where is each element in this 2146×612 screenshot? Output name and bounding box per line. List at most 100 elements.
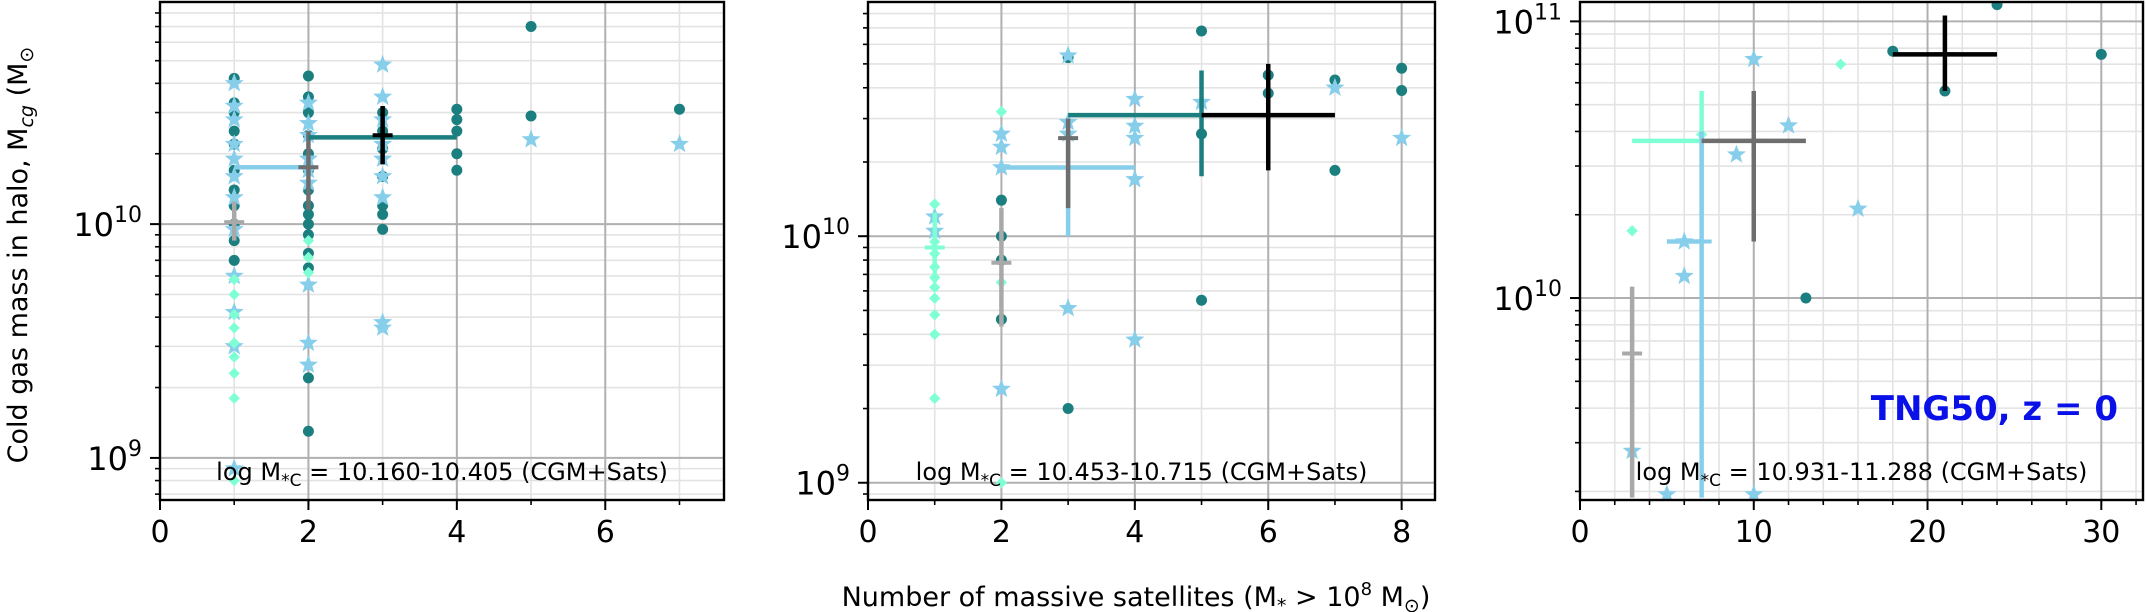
- sats-point: [521, 129, 541, 148]
- sats-point: [224, 148, 244, 167]
- low-mass-point: [1626, 225, 1638, 237]
- low-mass-point: [302, 234, 315, 247]
- sats-point: [298, 354, 318, 373]
- cgm-point: [302, 218, 314, 230]
- sats-point: [1325, 77, 1345, 96]
- y-tick-label: 1011: [1493, 0, 1562, 41]
- y-axis-title: Cold gas mass in halo, Mcg (M⊙: [3, 47, 38, 464]
- x-tick-label: 0: [150, 515, 169, 550]
- sats-point: [1674, 266, 1694, 285]
- cgm-point: [1062, 403, 1074, 415]
- sats-point: [224, 96, 244, 115]
- low-mass-point: [228, 474, 240, 487]
- grid: [160, 2, 724, 500]
- axes-frame: [1578, 0, 2145, 502]
- low-mass-point: [929, 281, 941, 294]
- cgm-point: [1800, 292, 1812, 304]
- sats-point: [1726, 144, 1746, 163]
- sats-point: [1058, 45, 1078, 64]
- sats-point: [373, 187, 393, 206]
- cgm-point: [1196, 294, 1208, 306]
- grid: [868, 2, 1435, 500]
- axes-frame: [158, 0, 726, 502]
- low-mass-point: [929, 198, 941, 210]
- cgm-point: [1991, 2, 2003, 11]
- sats-point: [1744, 49, 1764, 68]
- grid: [1580, 2, 2143, 500]
- low-mass-point: [929, 292, 941, 304]
- low-mass-point: [228, 367, 240, 379]
- y-ticks: 109 1010: [781, 12, 868, 503]
- x-ticks: 0 10 20 30: [1570, 500, 2137, 550]
- cgm-point: [2095, 48, 2107, 60]
- panel-left: 0 2 4 6 109 1010 log M*C = 10.160-10.405 (CGM+…: [73, 0, 726, 550]
- sats-point: [298, 274, 318, 293]
- sats-point: [373, 317, 393, 336]
- sats-point: [224, 166, 244, 185]
- sats-point: [991, 123, 1011, 142]
- x-ticks: 0 2 4 6 8: [858, 500, 1411, 550]
- sats-point: [991, 137, 1011, 156]
- cgm-point: [451, 148, 463, 160]
- x-tick-label: 30: [2082, 515, 2120, 550]
- cgm-point: [228, 125, 240, 137]
- panel-middle: 0 2 4 6 8 109 1010 log M*C = 10.453-10.715 (CGM…: [781, 0, 1437, 550]
- y-tick-label: 109: [87, 437, 142, 478]
- low-mass-point: [228, 337, 240, 349]
- low-mass-point: [302, 266, 315, 279]
- x-tick-label: 0: [1570, 515, 1589, 550]
- cgm-point: [302, 208, 314, 220]
- simulation-label: TNG50, z = 0: [1871, 389, 2118, 429]
- x-tick-label: 4: [447, 515, 466, 550]
- low-mass-point: [1834, 58, 1847, 70]
- sats-point: [373, 86, 393, 105]
- cgm-point: [451, 164, 463, 176]
- bin-annotation: log M*C = 10.160-10.405 (CGM+Sats): [216, 458, 668, 491]
- sats-point: [1125, 128, 1145, 147]
- y-tick-label: 109: [795, 462, 850, 503]
- sats-point: [224, 187, 244, 206]
- sats-point: [224, 73, 244, 92]
- sats-point: [373, 166, 393, 185]
- sats-point: [1392, 128, 1412, 147]
- y-ticks: 1010 1011: [1493, 0, 1580, 493]
- low-mass-point: [995, 106, 1008, 118]
- cgm-point: [1396, 84, 1408, 96]
- x-ticks: 0 2 4 6: [150, 500, 681, 550]
- median-bins: [1622, 15, 1998, 498]
- sats-point: [298, 113, 318, 132]
- cgm-point: [673, 103, 685, 115]
- cgm-point: [1329, 164, 1341, 176]
- x-tick-label: 4: [1125, 515, 1144, 550]
- sats-point: [1125, 116, 1145, 135]
- y-tick-label: 1010: [73, 203, 142, 244]
- cgm-point: [302, 70, 314, 82]
- axes-frame: [866, 0, 1437, 502]
- cgm-point: [228, 254, 240, 266]
- sats-point: [1125, 89, 1145, 108]
- markers: [925, 25, 1412, 489]
- x-tick-label: 20: [1908, 515, 1946, 550]
- x-axis-title: Number of massive satellites (M* > 108 M…: [842, 579, 1431, 612]
- sats-point: [670, 134, 689, 153]
- y-tick-label: 1010: [1493, 277, 1562, 318]
- sats-point: [1779, 115, 1798, 134]
- bin-annotation: log M*C = 10.931-11.288 (CGM+Sats): [1636, 458, 2088, 491]
- cgm-point: [302, 229, 314, 241]
- bin-annotation: log M*C = 10.453-10.715 (CGM+Sats): [916, 458, 1368, 491]
- cgm-point: [377, 223, 389, 235]
- sats-point: [1657, 484, 1677, 500]
- low-mass-point: [228, 288, 240, 301]
- median-bins: [224, 106, 457, 241]
- cgm-point: [1396, 62, 1408, 74]
- sats-point: [1125, 329, 1145, 348]
- cgm-point: [525, 21, 537, 33]
- sats-point: [224, 458, 244, 477]
- cgm-point: [302, 107, 314, 119]
- sats-point: [224, 134, 244, 153]
- low-mass-point: [929, 392, 941, 404]
- cgm-point: [302, 425, 314, 437]
- low-mass-point: [228, 273, 240, 286]
- panel-right: 0 10 20 30 1010 1011 log M*C = 10.931-11.288 (…: [1493, 0, 2145, 550]
